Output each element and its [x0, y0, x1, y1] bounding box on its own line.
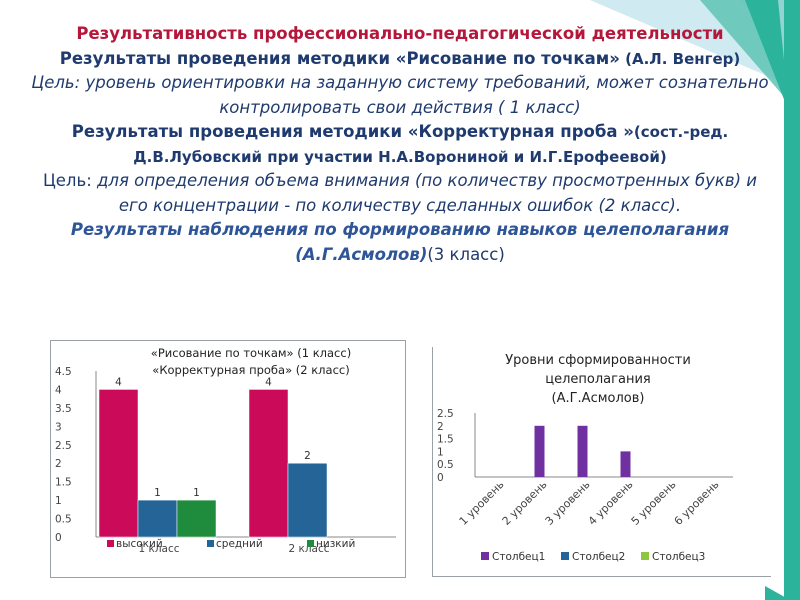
chart2-ytick-label: 2 — [437, 421, 444, 433]
chart1-category-label: 1 класс — [138, 543, 179, 555]
chart1-ytick-label: 0.5 — [55, 514, 72, 526]
method3-class: (3 класс) — [427, 244, 505, 264]
chart1-category-label: 2 класс — [288, 543, 329, 555]
chart1-ytick-label: 1.5 — [55, 477, 72, 489]
chart1-data-label: 2 — [304, 450, 311, 462]
chart2-svg: Уровни сформированности целеполагания (А.Г… — [437, 353, 733, 563]
chart1-data-label: 4 — [115, 376, 122, 388]
chart1-legend-label: низкий — [316, 538, 355, 550]
chart1-svg: «Рисование по точкам» (1 класс) «Корректу… — [55, 346, 396, 555]
goal-setting-levels-chart: Уровни сформированности целеполагания (А.Г… — [432, 347, 771, 577]
chart2-title-line: Уровни сформированности — [505, 353, 691, 368]
chart2-ytick-label: 0.5 — [437, 459, 454, 471]
chart1-ytick-label: 3 — [55, 421, 62, 433]
chart1-data-label: 1 — [193, 487, 200, 499]
chart2-ytick-label: 2.5 — [437, 408, 454, 420]
chart1-bar — [287, 462, 328, 538]
slide-title: Результативность профессионально-педагог… — [76, 24, 724, 43]
chart2-category-label: 1 уровень — [457, 478, 507, 528]
method2-title: Результаты проведения методики «Корректу… — [71, 122, 634, 141]
chart1-ytick-label: 0 — [55, 532, 62, 544]
chart1-bar — [176, 499, 217, 538]
chart2-category-label: 4 уровень — [586, 478, 636, 528]
chart1-bar — [137, 499, 178, 538]
method2-author: (сост.-ред. Д.В.Лубовский при участии Н.… — [133, 123, 729, 166]
chart1-legend-swatch — [107, 540, 114, 547]
chart2-legend-label: Столбец1 — [492, 551, 545, 563]
chart1-ytick-label: 3.5 — [55, 403, 72, 415]
chart2-legend-swatch — [481, 552, 489, 560]
chart1-bar — [98, 389, 139, 538]
chart1-ytick-label: 4 — [55, 384, 62, 396]
chart1-legend-swatch — [307, 540, 314, 547]
chart1-bar — [248, 389, 289, 538]
chart1-data-label: 1 — [154, 487, 161, 499]
chart1-title-line: «Корректурная проба» (2 класс) — [152, 363, 349, 377]
chart1-data-label: 4 — [265, 376, 272, 388]
chart2-title-line: целеполагания — [545, 372, 650, 387]
chart2-category-label: 5 уровень — [629, 478, 679, 528]
chart2-bar — [620, 451, 631, 477]
right-edge-accent — [784, 0, 800, 600]
chart2-ytick-label: 1 — [437, 446, 444, 458]
chart2-category-label: 3 уровень — [543, 478, 593, 528]
slide-heading: Результативность профессионально-педагог… — [30, 22, 770, 267]
chart1-ytick-label: 1 — [55, 495, 62, 507]
chart2-legend-label: Столбец3 — [652, 551, 705, 563]
chart1-ytick-label: 2.5 — [55, 440, 72, 452]
method1-title: Результаты проведения методики «Рисовани… — [59, 48, 620, 68]
chart2-bar — [577, 425, 588, 477]
chart1-legend-label: средний — [216, 538, 263, 550]
chart1-title-line: «Рисование по точкам» (1 класс) — [151, 346, 351, 360]
chart2-title-line: (А.Г.Асмолов) — [552, 391, 645, 406]
method2-goal-label: Цель: — [42, 171, 98, 190]
chart1-legend-label: высокий — [116, 538, 163, 550]
chart2-legend-label: Столбец2 — [572, 551, 625, 563]
chart2-legend-swatch — [561, 552, 569, 560]
chart2-ytick-label: 0 — [437, 472, 444, 484]
method1-goal: Цель: уровень ориентировки на заданную с… — [31, 73, 769, 117]
chart2-category-label: 2 уровень — [500, 478, 550, 528]
methods-results-chart: «Рисование по точкам» (1 класс) «Корректу… — [50, 340, 406, 578]
chart1-ytick-label: 2 — [55, 458, 62, 470]
chart2-ytick-label: 1.5 — [437, 434, 454, 446]
chart1-ytick-label: 4.5 — [55, 366, 72, 378]
chart2-category-label: 6 уровень — [672, 478, 722, 528]
method2-goal: для определения объема внимания (по коли… — [97, 171, 758, 215]
method1-author: (А.Л. Венгер) — [619, 49, 741, 68]
bottom-right-arrow — [765, 586, 790, 600]
chart2-bar — [534, 425, 545, 477]
chart2-legend-swatch — [641, 552, 649, 560]
chart1-legend-swatch — [207, 540, 214, 547]
method3-title: Результаты наблюдения по формированию на… — [70, 220, 730, 264]
